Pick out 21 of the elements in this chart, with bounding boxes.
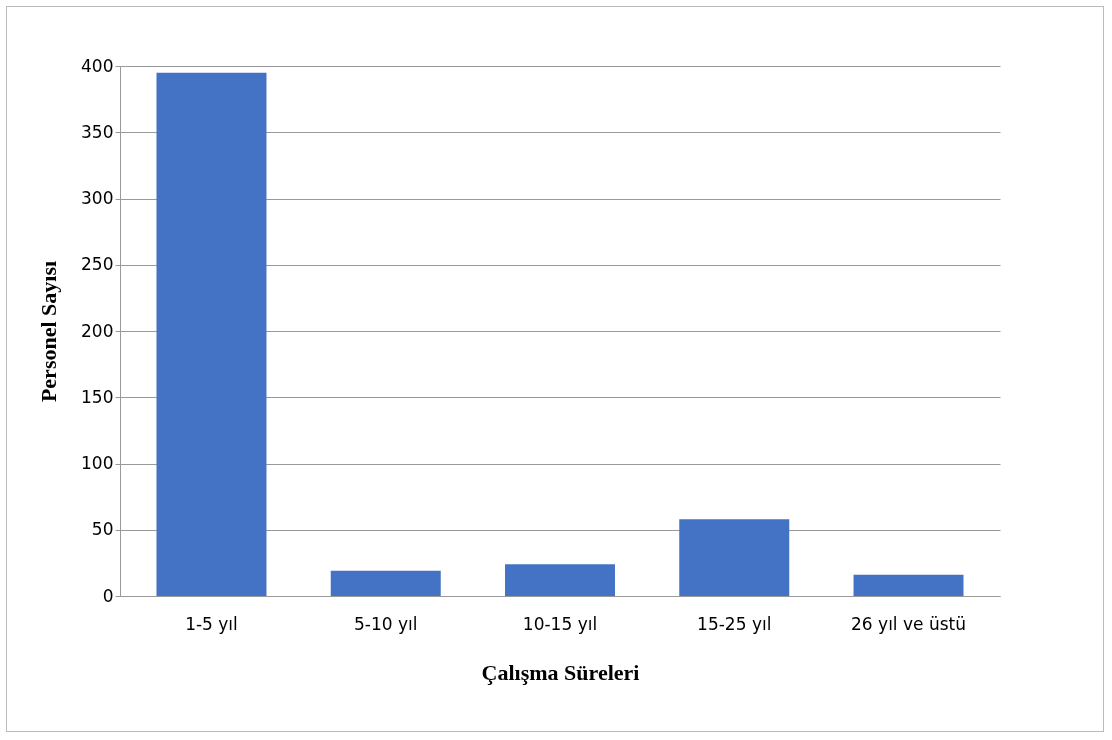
x-tick-label: 15-25 yıl — [697, 613, 772, 634]
x-tick-label: 5-10 yıl — [353, 613, 418, 634]
bar — [330, 570, 441, 596]
x-axis-title: Çalışma Süreleri — [481, 659, 640, 685]
x-tick-label: 10-15 yıl — [522, 613, 598, 634]
y-tick-label: 300 — [81, 188, 114, 208]
y-tick-label: 150 — [81, 386, 114, 407]
y-tick-label: 100 — [81, 453, 114, 473]
y-tick-label: 0 — [102, 585, 114, 606]
bar — [853, 574, 964, 596]
y-tick-label: 350 — [81, 121, 114, 142]
y-tick-label: 200 — [81, 320, 114, 341]
y-tick-label: 50 — [91, 519, 114, 540]
y-tick-label: 250 — [81, 254, 114, 275]
bar — [505, 564, 615, 596]
y-tick-label: 400 — [81, 55, 114, 76]
x-tick-label: 26 yıl ve üstü — [851, 613, 966, 634]
bar — [679, 519, 790, 596]
bar — [156, 72, 267, 596]
x-tick-label: 1-5 yıl — [185, 613, 238, 634]
y-axis-title: Personel Sayısı — [36, 260, 62, 403]
